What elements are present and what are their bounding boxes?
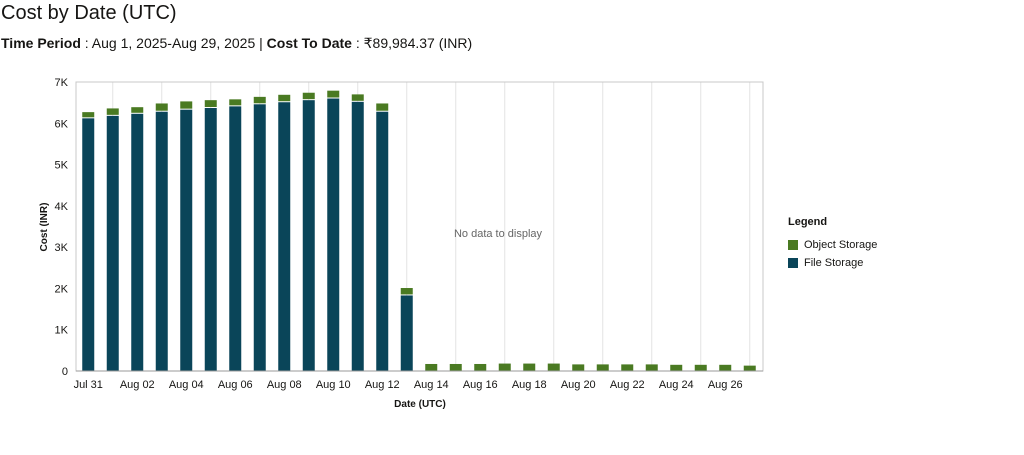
cost-to-date-label: Cost To Date [266, 35, 352, 51]
axes [75, 81, 764, 372]
legend: Legend Object Storage File Storage [788, 216, 877, 275]
x-tick-label: Aug 26 [708, 379, 743, 391]
bar-file-storage[interactable] [229, 106, 242, 371]
y-tick-labels: 0 1K 2K 3K 4K 5K 6K 7K [55, 77, 69, 378]
bar-object-storage[interactable] [229, 99, 242, 106]
time-period-value: : Aug 1, 2025-Aug 29, 2025 | [80, 35, 267, 51]
cost-to-date-value: : ₹89,984.37 (INR) [351, 35, 473, 51]
bar-file-storage[interactable] [327, 98, 340, 371]
time-period-label: Time Period [1, 35, 81, 51]
bar-file-storage[interactable] [131, 113, 144, 371]
bar-object-storage[interactable] [474, 363, 487, 371]
y-tick-label: 4K [55, 201, 69, 213]
legend-item-file-storage[interactable]: File Storage [788, 257, 877, 269]
legend-label-file-storage: File Storage [804, 257, 864, 269]
x-tick-label: Aug 08 [267, 379, 302, 391]
bar-object-storage[interactable] [743, 365, 756, 371]
bar-object-storage[interactable] [425, 363, 438, 371]
bar-file-storage[interactable] [376, 111, 389, 372]
bar-object-storage[interactable] [498, 363, 511, 371]
bar-object-storage[interactable] [572, 364, 585, 371]
x-tick-label: Aug 14 [414, 379, 449, 391]
bar-object-storage[interactable] [645, 364, 658, 371]
bars [82, 90, 756, 372]
bar-object-storage[interactable] [351, 94, 364, 101]
bar-object-storage[interactable] [253, 96, 266, 104]
x-tick-label: Aug 04 [169, 379, 204, 391]
bar-file-storage[interactable] [204, 108, 217, 371]
bar-object-storage[interactable] [621, 364, 634, 371]
bar-object-storage[interactable] [547, 363, 560, 371]
x-tick-labels: Jul 31 Aug 02 Aug 04 Aug 06 Aug 08 Aug 10 Aug … [74, 379, 743, 391]
bar-object-storage[interactable] [449, 363, 462, 371]
bar-file-storage[interactable] [400, 295, 413, 371]
x-tick-label: Aug 10 [316, 379, 351, 391]
bar-file-storage[interactable] [155, 111, 168, 372]
legend-swatch-object-storage [788, 240, 798, 250]
bar-object-storage[interactable] [302, 92, 315, 100]
y-tick-label: 1K [55, 325, 69, 337]
bar-object-storage[interactable] [400, 288, 413, 295]
y-tick-label: 3K [55, 242, 69, 254]
bar-object-storage[interactable] [523, 363, 536, 371]
y-tick-label: 2K [55, 283, 69, 295]
no-data-annotation: No data to display [454, 228, 543, 240]
bar-object-storage[interactable] [106, 108, 119, 115]
x-tick-label: Aug 20 [561, 379, 596, 391]
bar-object-storage[interactable] [82, 112, 95, 118]
legend-item-object-storage[interactable]: Object Storage [788, 239, 877, 251]
summary-line: Time Period : Aug 1, 2025-Aug 29, 2025 |… [1, 35, 472, 52]
bar-object-storage[interactable] [376, 103, 389, 111]
x-tick-label: Jul 31 [74, 379, 103, 391]
bar-object-storage[interactable] [327, 90, 340, 98]
bar-file-storage[interactable] [253, 104, 266, 372]
y-tick-label: 5K [55, 160, 69, 172]
bar-file-storage[interactable] [351, 101, 364, 372]
x-tick-label: Aug 06 [218, 379, 253, 391]
bar-file-storage[interactable] [106, 115, 119, 372]
page-title: Cost by Date (UTC) [1, 2, 177, 24]
bar-object-storage[interactable] [278, 94, 291, 102]
legend-title: Legend [788, 216, 828, 228]
x-axis-title: Date (UTC) [394, 399, 446, 410]
x-tick-label: Aug 22 [610, 379, 645, 391]
bar-file-storage[interactable] [278, 102, 291, 371]
bar-object-storage[interactable] [204, 100, 217, 108]
legend-swatch-file-storage [788, 258, 798, 268]
legend-label-object-storage: Object Storage [804, 239, 878, 251]
y-tick-label: 7K [55, 77, 69, 89]
bar-file-storage[interactable] [82, 118, 95, 372]
bar-object-storage[interactable] [670, 364, 683, 371]
y-tick-label: 6K [55, 118, 69, 130]
bar-object-storage[interactable] [694, 364, 707, 371]
bar-object-storage[interactable] [155, 103, 168, 111]
x-tick-label: Aug 02 [120, 379, 155, 391]
y-tick-label: 0 [62, 366, 68, 378]
x-tick-label: Aug 16 [463, 379, 498, 391]
x-tick-label: Aug 18 [512, 379, 547, 391]
bar-object-storage[interactable] [719, 364, 732, 371]
bar-object-storage[interactable] [596, 364, 609, 371]
x-tick-label: Aug 12 [365, 379, 400, 391]
plot-frame [75, 81, 764, 372]
bar-object-storage[interactable] [131, 107, 144, 113]
y-axis-title: Cost (INR) [39, 203, 50, 252]
bar-file-storage[interactable] [180, 109, 193, 371]
x-tick-label: Aug 24 [659, 379, 694, 391]
bar-file-storage[interactable] [302, 100, 315, 371]
bar-object-storage[interactable] [180, 101, 193, 109]
